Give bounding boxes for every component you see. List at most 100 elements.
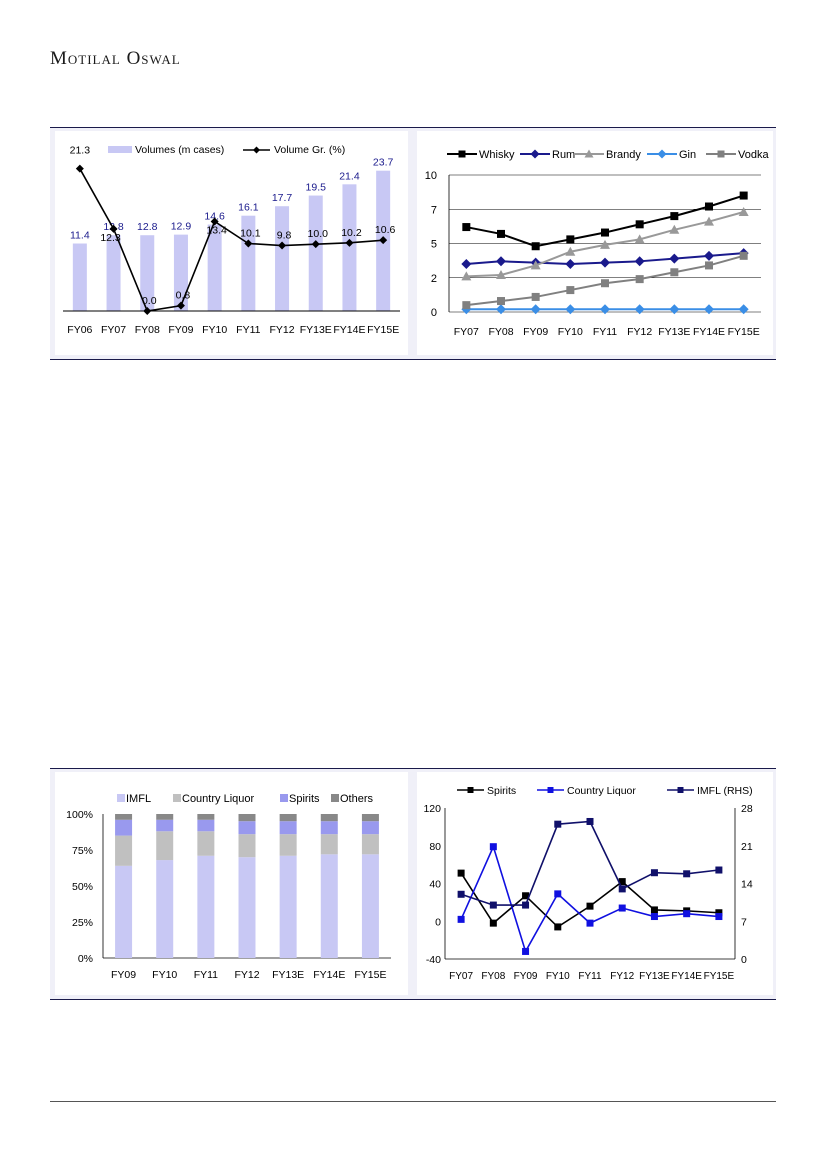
legend-label-growth: Volume Gr. (%) [274, 144, 345, 156]
bar-others-FY10 [156, 814, 174, 820]
bar-volume-FY08 [140, 235, 155, 311]
growth-label-FY14E: 10.2 [341, 227, 362, 239]
bottom-rule-2 [50, 999, 776, 1000]
legend-label-country-liquor: Country Liquor [567, 785, 636, 797]
point-vodka-FY12 [635, 275, 644, 284]
point-growth-FY15E [379, 236, 388, 245]
point-whisky-FY13E [670, 212, 679, 221]
legend-swatch-volumes [108, 146, 132, 153]
xtick-FY08: FY08 [481, 971, 505, 982]
legend-label-rum: Rum [552, 149, 575, 161]
bar-imfl-FY15E [361, 854, 379, 958]
point-rum-FY11 [600, 257, 610, 268]
legend-marker-gin [657, 149, 667, 159]
line-imfl-rhs- [460, 820, 719, 906]
point-vodka-FY15E [739, 251, 748, 260]
ytick-left-0: 0 [435, 916, 441, 928]
point-imfl-rhs--FY10 [554, 820, 562, 828]
point-whisky-FY07 [462, 223, 471, 232]
bar-spirits-FY13E [279, 821, 297, 835]
bar-spirits-FY09 [115, 819, 133, 836]
legend-swatch-country-liquor [173, 794, 181, 802]
point-brandy-FY09 [530, 260, 541, 270]
point-vodka-FY14E [705, 261, 713, 270]
point-vodka-FY08 [497, 297, 505, 306]
xtick-FY13E: FY13E [658, 326, 690, 338]
growth-label-FY10: 13.4 [206, 224, 227, 236]
point-brandy-FY15E [738, 206, 749, 216]
point-imfl-rhs--FY14E [683, 870, 691, 878]
ytick-left-80: 80 [429, 841, 441, 853]
line-country-liquor [460, 844, 719, 954]
bar-imfl-FY13E [279, 855, 297, 958]
point-imfl-rhs--FY13E [650, 869, 658, 877]
ytick-10: 10 [425, 170, 437, 182]
xtick-FY07: FY07 [101, 324, 126, 336]
bar-others-FY11 [197, 814, 215, 820]
point-rum-FY07 [461, 259, 472, 270]
growth-label-FY15E: 10.6 [375, 224, 396, 236]
growth-label-FY11: 10.1 [240, 228, 261, 240]
legend-marker-spirits [467, 787, 474, 793]
ytick-7: 7 [431, 204, 437, 216]
point-whisky-FY15E [739, 191, 748, 200]
xtick-FY14E: FY14E [313, 969, 345, 981]
point-spirits-FY13E [650, 906, 658, 914]
point-vodka-FY11 [601, 279, 609, 288]
bar-spirits-FY14E [320, 821, 338, 835]
bar-label-FY09: 12.9 [171, 221, 192, 233]
legend-label-vodka: Vodka [738, 149, 769, 161]
point-vodka-FY10 [566, 286, 575, 295]
bottom-rule-1 [50, 359, 776, 360]
point-vodka-FY09 [531, 292, 540, 301]
xtick-FY10: FY10 [546, 971, 570, 982]
chart-mix: IMFL Country Liquor Spirits Others 0% 25% 50% 7… [66, 793, 391, 981]
bar-spirits-FY10 [156, 819, 174, 832]
point-growth-FY06 [75, 164, 84, 173]
xtick-FY10: FY10 [558, 326, 583, 338]
growth-label-FY08: 0.0 [142, 295, 157, 307]
chart-growth: Spirits Country Liquor IMFL (RHS) -40 0 40 80 1… [423, 785, 752, 982]
legend-label-imfl: IMFL [126, 793, 151, 805]
bar-volume-FY06 [72, 243, 87, 311]
point-vodka-FY07 [462, 301, 471, 310]
point-growth-FY07 [109, 224, 118, 233]
bar-others-FY13E [279, 814, 297, 822]
point-rum-FY12 [634, 256, 645, 267]
bar-others-FY12 [238, 814, 256, 822]
bar-country-liquor-FY12 [238, 834, 256, 858]
point-imfl-rhs--FY12 [618, 885, 626, 893]
point-gin-FY10 [565, 304, 576, 315]
legend-label-country-liquor: Country Liquor [182, 793, 254, 805]
bar-volume-FY13E [308, 195, 323, 311]
chart-segments-frame: Whisky Rum Brandy Gin Vodka 0 2 5 7 10 FY07 FY08 FY0… [417, 131, 773, 355]
bar-volume-FY07 [106, 235, 121, 311]
brand-logo: Motilal Oswal [50, 48, 181, 69]
ytick-0: 0 [431, 307, 437, 319]
point-brandy-FY13E [669, 224, 680, 234]
bar-label-FY12: 17.7 [272, 192, 293, 204]
point-growth-FY14E [345, 238, 354, 247]
ytick-0: 0% [78, 953, 93, 965]
ytick-5: 5 [431, 239, 437, 251]
ytick-100: 100% [66, 809, 93, 821]
bar-spirits-FY11 [197, 819, 215, 832]
point-country-liquor-FY13E [650, 913, 658, 921]
xtick-FY09: FY09 [168, 324, 193, 336]
point-country-liquor-FY15E [715, 913, 723, 921]
point-vodka-FY13E [670, 268, 679, 277]
bar-country-liquor-FY09 [115, 835, 133, 866]
point-brandy-FY14E [704, 216, 714, 226]
xtick-FY14E: FY14E [693, 326, 725, 338]
bar-country-liquor-FY14E [320, 834, 338, 855]
point-brandy-FY11 [600, 239, 610, 249]
bar-label-FY10: 14.6 [204, 211, 225, 223]
point-growth-FY12 [278, 241, 287, 250]
point-country-liquor-FY10 [554, 890, 562, 898]
point-imfl-rhs--FY07 [457, 890, 465, 898]
point-spirits-FY15E [715, 909, 723, 917]
xtick-FY11: FY11 [194, 969, 218, 981]
xtick-FY12: FY12 [269, 324, 294, 336]
point-growth-FY10 [210, 217, 219, 226]
point-whisky-FY12 [635, 220, 644, 229]
